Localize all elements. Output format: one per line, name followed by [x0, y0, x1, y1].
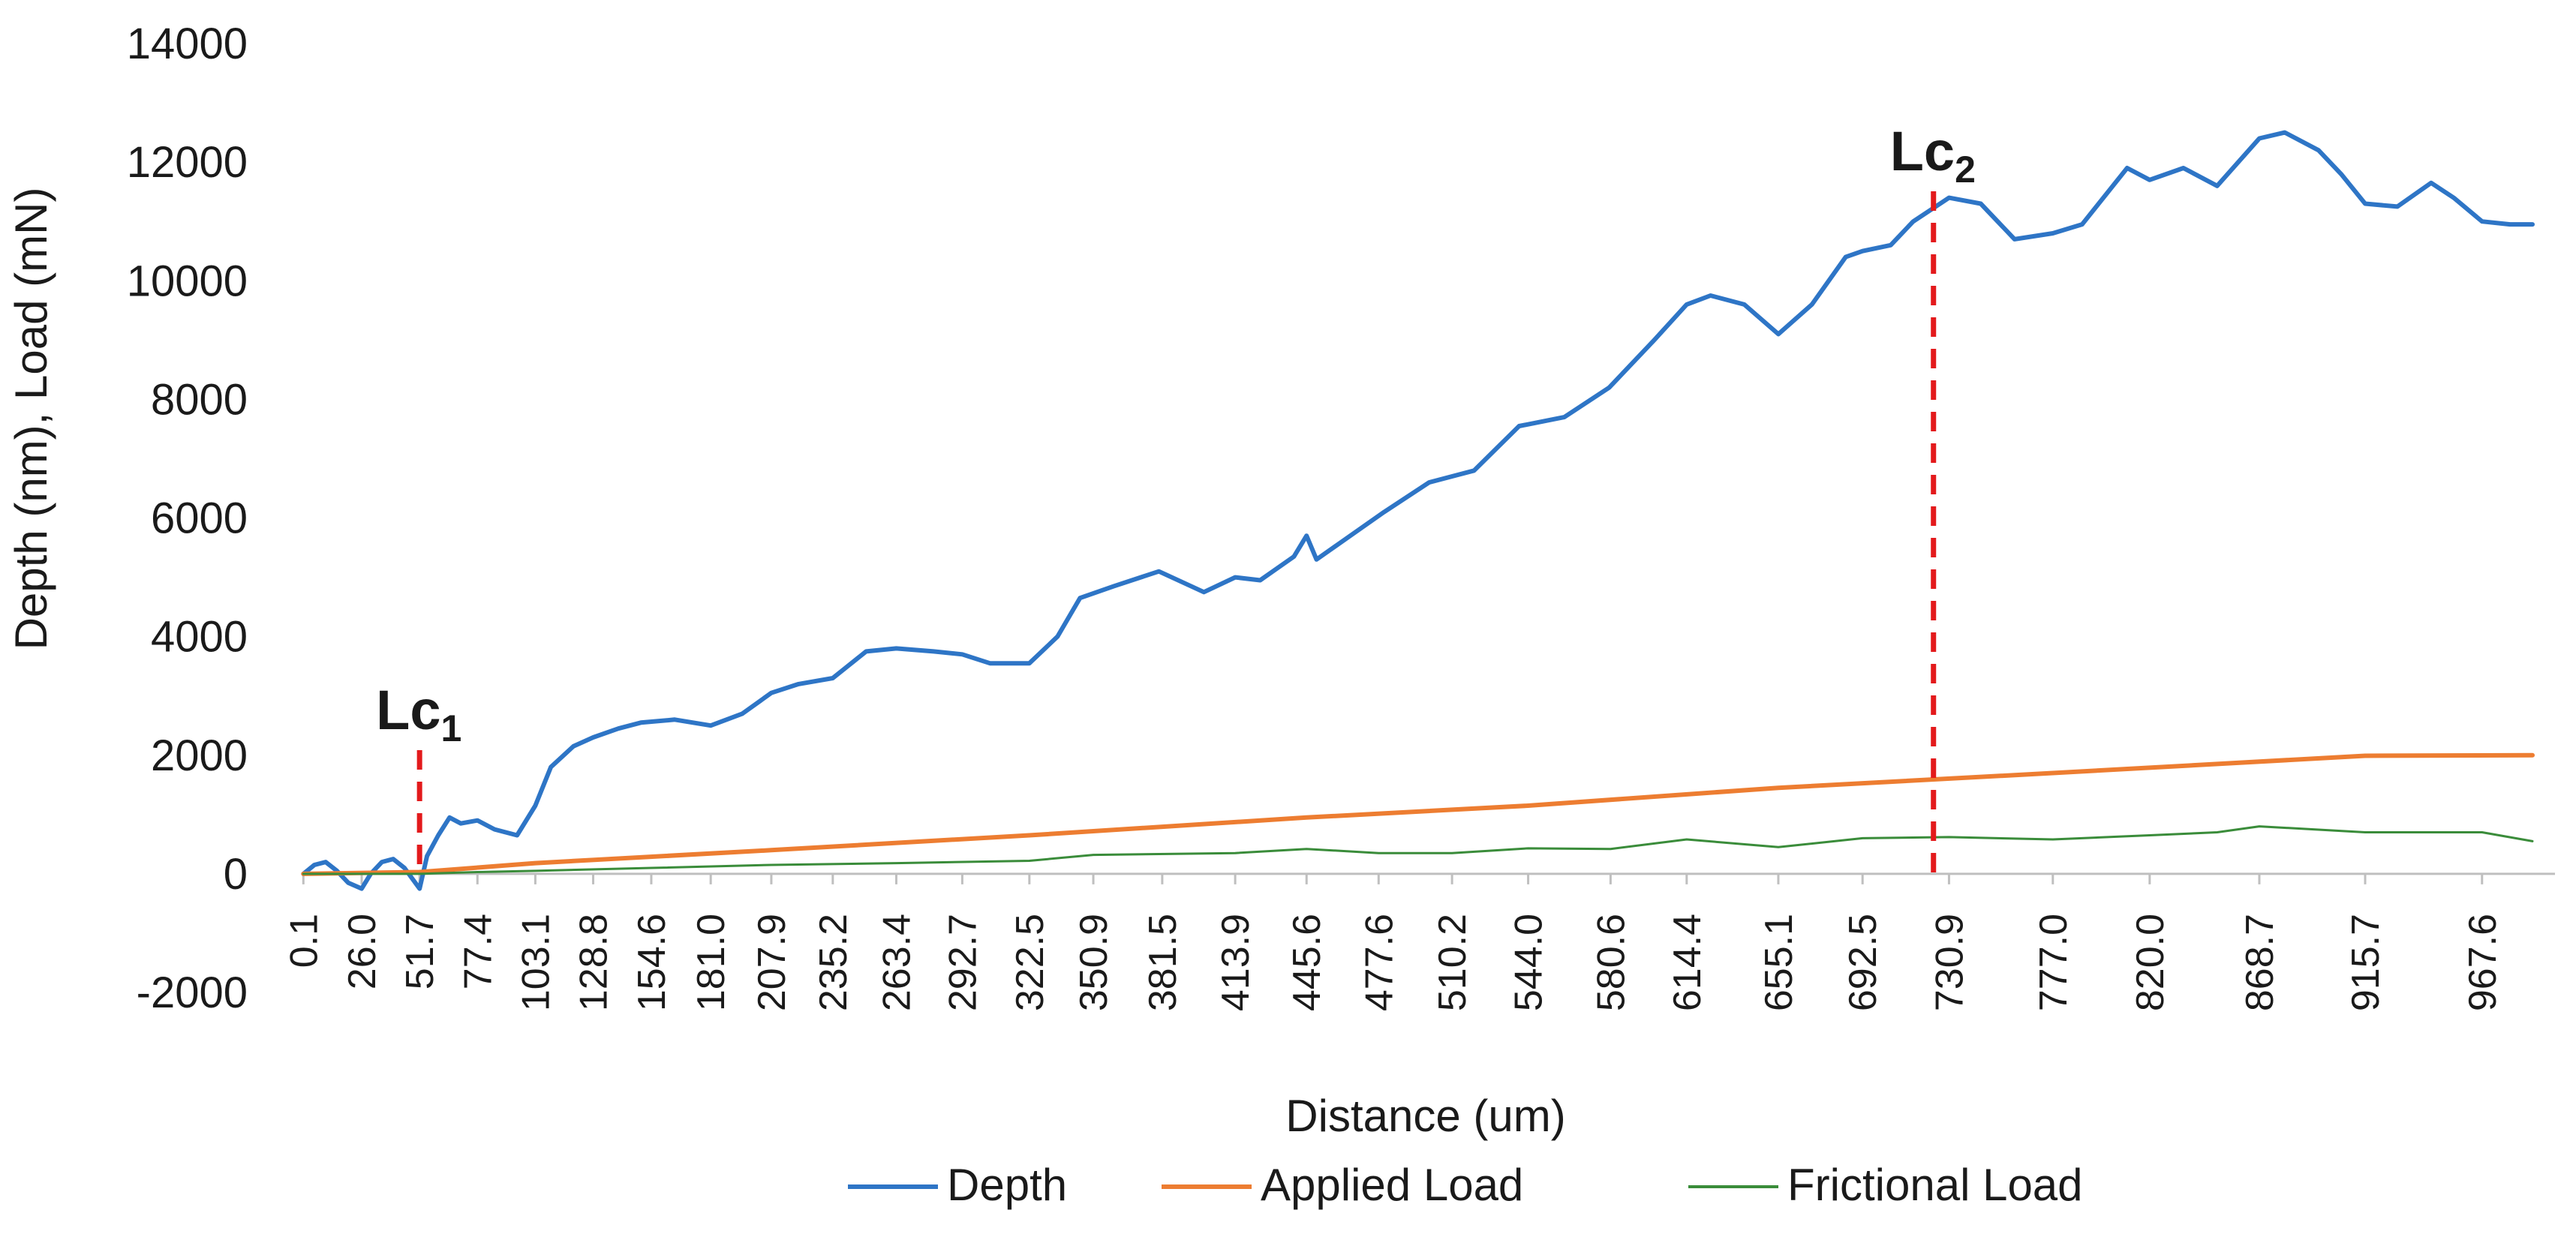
x-tick-label: 730.9 — [1928, 914, 1971, 1011]
x-tick-label: 263.4 — [875, 914, 918, 1011]
x-tick-label: 510.2 — [1431, 914, 1474, 1011]
x-axis-ticks: 0.1 26.0 51.7 77.4 103.1 128.8 154.6 181.0 207.9… — [282, 873, 2505, 1011]
x-tick-label: 580.6 — [1589, 914, 1633, 1011]
x-tick-label: 445.6 — [1285, 914, 1329, 1011]
marker-label-lc2: Lc2 — [1890, 120, 1976, 191]
x-tick-label: 614.4 — [1666, 914, 1709, 1011]
x-tick-label: 915.7 — [2344, 914, 2388, 1011]
series-line-applied-load — [301, 752, 2535, 876]
y-tick-label: 4000 — [151, 613, 248, 662]
legend-label: Applied Load — [1261, 1160, 1523, 1210]
x-tick-label: 655.1 — [1757, 914, 1801, 1011]
y-tick-label: 14000 — [127, 20, 248, 68]
marker-label-subscript: 1 — [441, 707, 462, 749]
y-tick-label: 10000 — [127, 257, 248, 305]
x-tick-label: 777.0 — [2032, 914, 2076, 1011]
x-tick-label: 692.5 — [1841, 914, 1885, 1011]
legend-label: Depth — [947, 1160, 1067, 1210]
legend: Depth Applied Load Frictional Load — [848, 1160, 2083, 1210]
marker-label-main: Lc — [1890, 120, 1955, 182]
series-line-frictional-load — [302, 825, 2534, 875]
x-tick-label: 0.1 — [282, 914, 326, 968]
legend-label: Frictional Load — [1787, 1160, 2083, 1210]
x-tick-label: 381.5 — [1141, 914, 1185, 1011]
x-tick-label: 967.6 — [2461, 914, 2505, 1011]
x-tick-label: 235.2 — [812, 914, 855, 1011]
x-tick-label: 292.7 — [941, 914, 984, 1011]
y-axis-ticks: -2000 0 2000 4000 6000 8000 10000 12000 14000 — [127, 20, 248, 1017]
x-tick-label: 128.8 — [573, 914, 616, 1011]
x-tick-label: 26.0 — [341, 914, 384, 989]
y-tick-label: 0 — [224, 850, 248, 899]
x-tick-label: 477.6 — [1357, 914, 1401, 1011]
x-tick-label: 77.4 — [456, 914, 500, 989]
x-tick-label: 413.9 — [1214, 914, 1258, 1011]
y-tick-label: 6000 — [151, 494, 248, 543]
x-tick-label: 207.9 — [750, 914, 794, 1011]
x-tick-label: 51.7 — [398, 914, 442, 989]
x-tick-label: 103.1 — [514, 914, 558, 1011]
y-tick-label: 12000 — [127, 138, 248, 187]
x-axis-title: Distance (um) — [1285, 1091, 1565, 1141]
y-tick-label: -2000 — [137, 968, 248, 1017]
marker-label-lc1: Lc1 — [376, 679, 461, 749]
x-tick-label: 181.0 — [690, 914, 733, 1011]
x-tick-label: 544.0 — [1507, 914, 1551, 1011]
series-lines — [301, 130, 2535, 891]
marker-label-subscript: 2 — [1955, 149, 1976, 191]
x-tick-label: 154.6 — [630, 914, 674, 1011]
series-line-depth — [301, 130, 2535, 891]
y-axis-title: Depth (nm), Load (mN) — [6, 188, 56, 650]
x-tick-label: 820.0 — [2129, 914, 2172, 1011]
y-tick-label: 2000 — [151, 731, 248, 780]
marker-label-main: Lc — [376, 679, 440, 741]
x-tick-label: 322.5 — [1008, 914, 1052, 1011]
y-tick-label: 8000 — [151, 375, 248, 424]
x-tick-label: 868.7 — [2238, 914, 2282, 1011]
x-tick-label: 350.9 — [1072, 914, 1116, 1011]
